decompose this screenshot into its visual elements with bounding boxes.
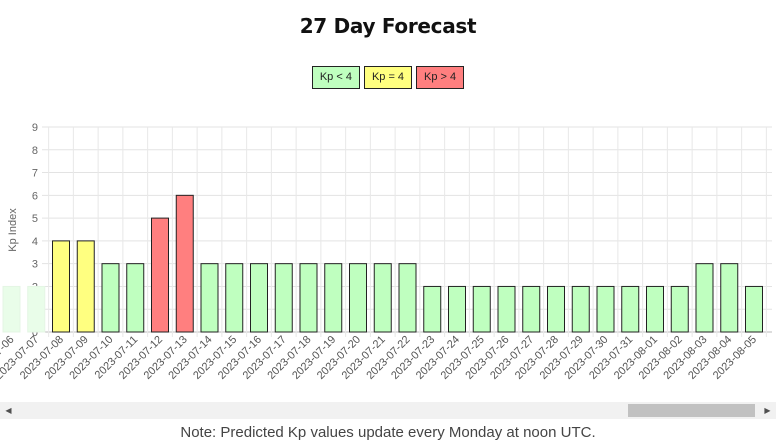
bar-2023-07-28 — [547, 285, 565, 333]
bar-2023-07-29 — [571, 285, 590, 333]
legend-item-kp-above-4[interactable]: Kp > 4 — [416, 66, 465, 89]
legend-item-kp-equal-4[interactable]: Kp = 4 — [363, 66, 413, 89]
update-note: Note: Predicted Kp values update every M… — [180, 424, 596, 441]
bar-2023-07-19 — [324, 263, 343, 333]
horizontal-scrollbar[interactable]: ◀ ▶ — [0, 402, 776, 419]
scroll-thumb[interactable] — [628, 404, 755, 417]
bar-2023-07-09 — [76, 240, 95, 333]
bar-2023-08-05 — [745, 285, 763, 333]
bar-2023-07-18 — [299, 263, 318, 333]
bar-chart: 01234567892023-07-062023-07-072023-07-08… — [0, 122, 772, 382]
bar-2023-07-31 — [621, 285, 640, 333]
legend-label: Kp > 4 — [424, 71, 457, 83]
bar-2023-07-12 — [151, 217, 169, 333]
bar-2023-07-11 — [126, 263, 145, 333]
bar-2023-07-15 — [225, 263, 244, 333]
bar-2023-08-03 — [695, 263, 714, 333]
y-tick-label: 0 — [32, 327, 38, 339]
bar-2023-07-17 — [274, 263, 293, 333]
y-tick-label: 5 — [32, 213, 38, 225]
bar-2023-07-25 — [472, 285, 491, 333]
y-tick-label: 6 — [32, 190, 38, 202]
legend-label: Kp < 4 — [319, 71, 352, 83]
legend: Kp < 4 Kp = 4 Kp > 4 — [0, 66, 776, 89]
y-tick-label: 4 — [32, 236, 38, 248]
bar-2023-07-07 — [27, 285, 46, 333]
bar-2023-07-14 — [200, 263, 219, 333]
y-tick-label: 9 — [32, 122, 38, 134]
y-axis-label: Kp Index — [7, 208, 19, 252]
bar-2023-07-30 — [596, 285, 615, 333]
legend-item-kp-below-4[interactable]: Kp < 4 — [311, 66, 360, 89]
bar-2023-08-04 — [720, 263, 739, 333]
bar-2023-07-22 — [398, 263, 417, 333]
y-tick-label: 3 — [32, 259, 38, 271]
bar-2023-07-08 — [52, 240, 70, 333]
y-tick-label: 7 — [32, 168, 38, 180]
bar-2023-08-01 — [646, 285, 664, 333]
bar-2023-07-26 — [497, 285, 516, 333]
y-tick-label: 8 — [32, 145, 38, 157]
bar-2023-07-24 — [448, 285, 466, 333]
scroll-right-arrow-icon[interactable]: ▶ — [764, 406, 771, 415]
bar-2023-07-16 — [250, 263, 268, 333]
bar-2023-07-13 — [175, 194, 194, 333]
bar-2023-07-23 — [423, 285, 442, 333]
chart-title: 27 Day Forecast — [299, 14, 477, 38]
legend-label: Kp = 4 — [371, 71, 405, 83]
bar-2023-08-02 — [670, 285, 689, 333]
bar-2023-07-06 — [2, 285, 21, 333]
bar-2023-07-21 — [373, 263, 392, 333]
bar-2023-07-27 — [522, 285, 541, 333]
bar-2023-07-10 — [101, 263, 120, 333]
scroll-left-arrow-icon[interactable]: ◀ — [5, 406, 12, 415]
bar-2023-07-20 — [349, 263, 367, 333]
